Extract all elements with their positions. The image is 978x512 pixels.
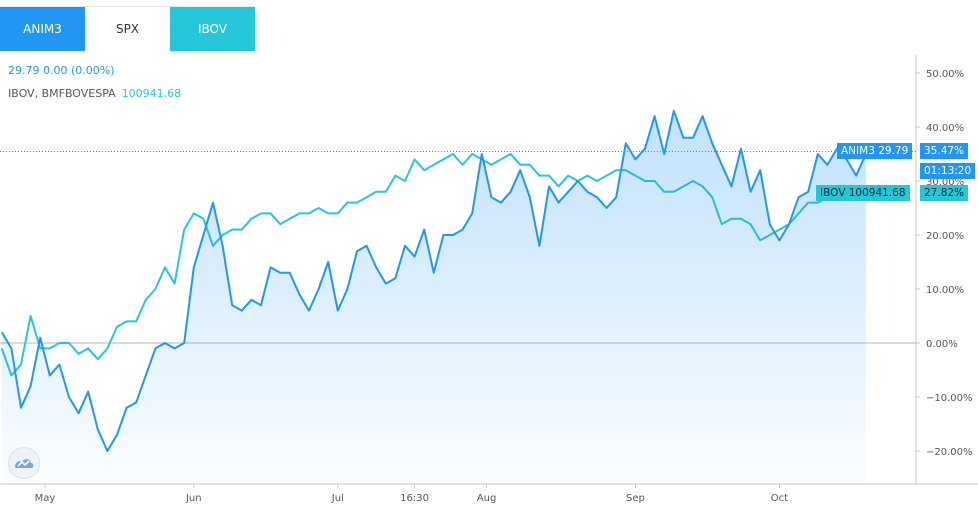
y-tick-label: 30.00% [926, 177, 964, 188]
ibov-pct-badge: 27.82% [920, 185, 969, 201]
tab-ibov[interactable]: IBOV [170, 7, 255, 51]
y-tick-label: −20.00% [926, 447, 973, 458]
anim3-area [1, 110, 866, 485]
symbol-tabs: ANIM3 SPX IBOV [0, 6, 255, 51]
x-tick-label: Sep [626, 493, 645, 504]
compare-legend-name: IBOV, BMFBOVESPA [8, 87, 116, 100]
y-tick-label: 50.00% [926, 69, 964, 80]
y-tick-label: 40.00% [926, 123, 964, 134]
x-tick-label: Oct [771, 493, 788, 504]
y-tick-label: 0.00% [926, 339, 958, 350]
x-tick-label: Aug [477, 493, 497, 504]
x-tick-label: 16:30 [400, 493, 429, 504]
tradingview-logo-icon[interactable] [8, 447, 40, 479]
ibov-price-badge: IBOV 100941.68 [816, 185, 910, 201]
main-legend: 29.79 0.00 (0.00%) [8, 64, 115, 77]
anim3-price-badge: ANIM3 29.79 [837, 143, 913, 159]
y-tick-label: 20.00% [926, 231, 964, 242]
y-tick-label: 10.00% [926, 285, 964, 296]
x-tick-label: May [35, 493, 56, 504]
tab-anim3[interactable]: ANIM3 [0, 7, 85, 51]
x-tick-label: Jun [185, 493, 202, 504]
compare-legend: IBOV, BMFBOVESPA 100941.68 [8, 87, 181, 100]
anim3-line [0, 109, 867, 452]
tab-spx[interactable]: SPX [85, 7, 170, 51]
anim3-pct-badge: 35.47% [920, 143, 969, 159]
x-tick-label: Jul [331, 493, 344, 504]
y-tick-label: −10.00% [926, 393, 973, 404]
time-badge: 01:13:20 [920, 163, 976, 179]
compare-legend-value: 100941.68 [121, 87, 182, 100]
